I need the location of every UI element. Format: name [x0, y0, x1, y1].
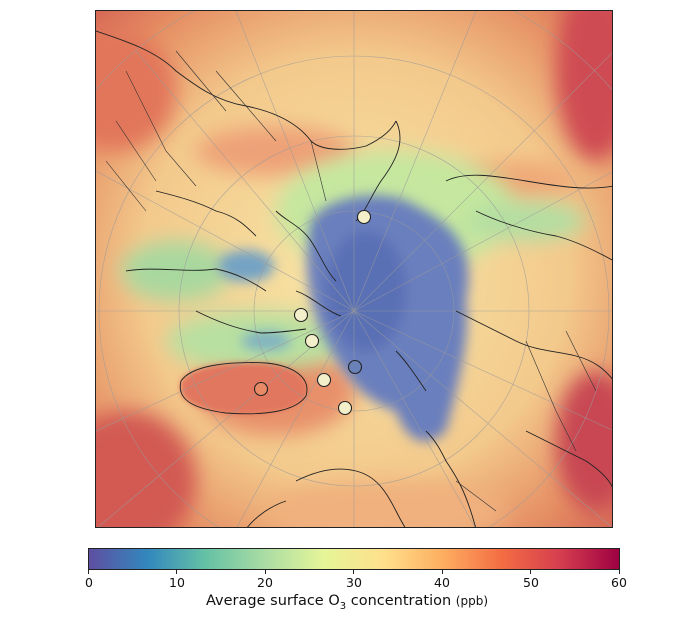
colorbar-tick	[88, 570, 89, 574]
map-panel	[95, 10, 613, 528]
colorbar-tick	[176, 570, 177, 574]
ozone-map	[96, 11, 612, 527]
colorbar-tick	[265, 570, 266, 574]
colorbar-tick	[619, 570, 620, 574]
colorbar-label: Average surface O3 concentration (ppb)	[0, 593, 694, 612]
station-marker	[253, 381, 269, 397]
colorbar-tick-label: 60	[611, 575, 627, 590]
station-marker	[304, 333, 320, 349]
colorbar-label-subscript: 3	[339, 600, 347, 612]
stations	[253, 209, 372, 416]
colorbar-tick	[530, 570, 531, 574]
station-marker	[293, 307, 309, 323]
colorbar-tick-label: 50	[523, 575, 539, 590]
colorbar-tick-label: 0	[85, 575, 93, 590]
station-marker	[316, 372, 332, 388]
colorbar-tick-label: 30	[346, 575, 362, 590]
colorbar-tick-label: 20	[257, 575, 273, 590]
station-marker	[356, 209, 372, 225]
colorbar-tick	[442, 570, 443, 574]
low-ozone-core	[218, 195, 469, 442]
station-marker	[337, 400, 353, 416]
colorbar-label-unit: (ppb)	[455, 594, 488, 608]
graticule	[96, 11, 612, 527]
colorbar-tick	[353, 570, 354, 574]
greenland-high	[180, 362, 307, 414]
station-marker	[347, 359, 363, 375]
coastlines	[96, 30, 612, 527]
borders	[105, 50, 597, 512]
colorbar-tick-label: 40	[434, 575, 450, 590]
colorbar-label-prefix: Average surface O	[205, 593, 340, 609]
colorbar-tick-label: 10	[169, 575, 185, 590]
colorbar	[88, 548, 620, 570]
colorbar-label-suffix: concentration	[346, 593, 452, 609]
